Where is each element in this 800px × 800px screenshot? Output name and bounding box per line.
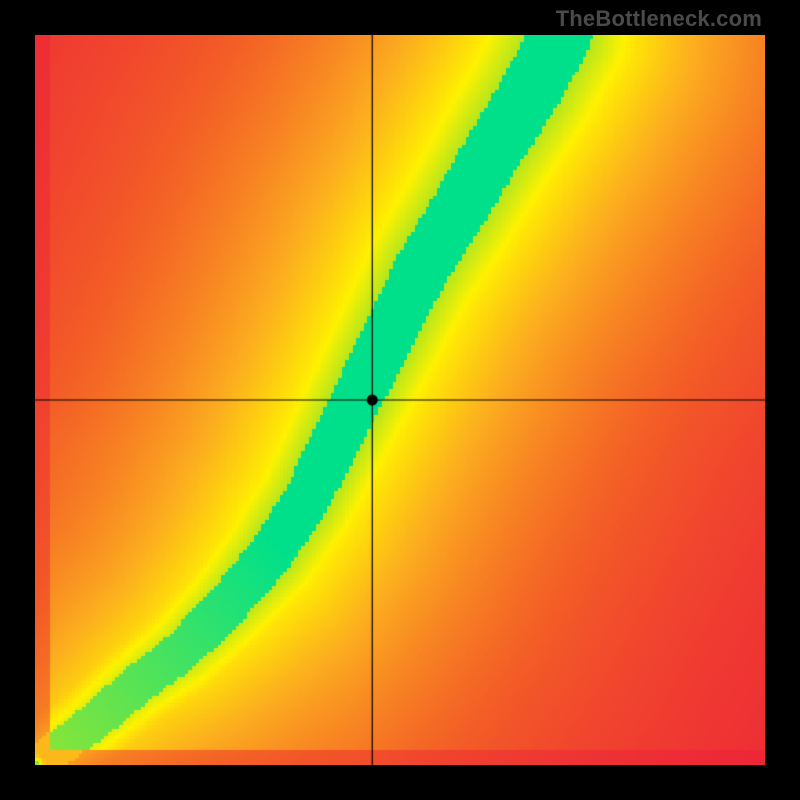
overlay-canvas xyxy=(35,35,765,765)
chart-container: TheBottleneck.com xyxy=(0,0,800,800)
watermark-text: TheBottleneck.com xyxy=(556,6,762,32)
heatmap-plot xyxy=(35,35,765,765)
